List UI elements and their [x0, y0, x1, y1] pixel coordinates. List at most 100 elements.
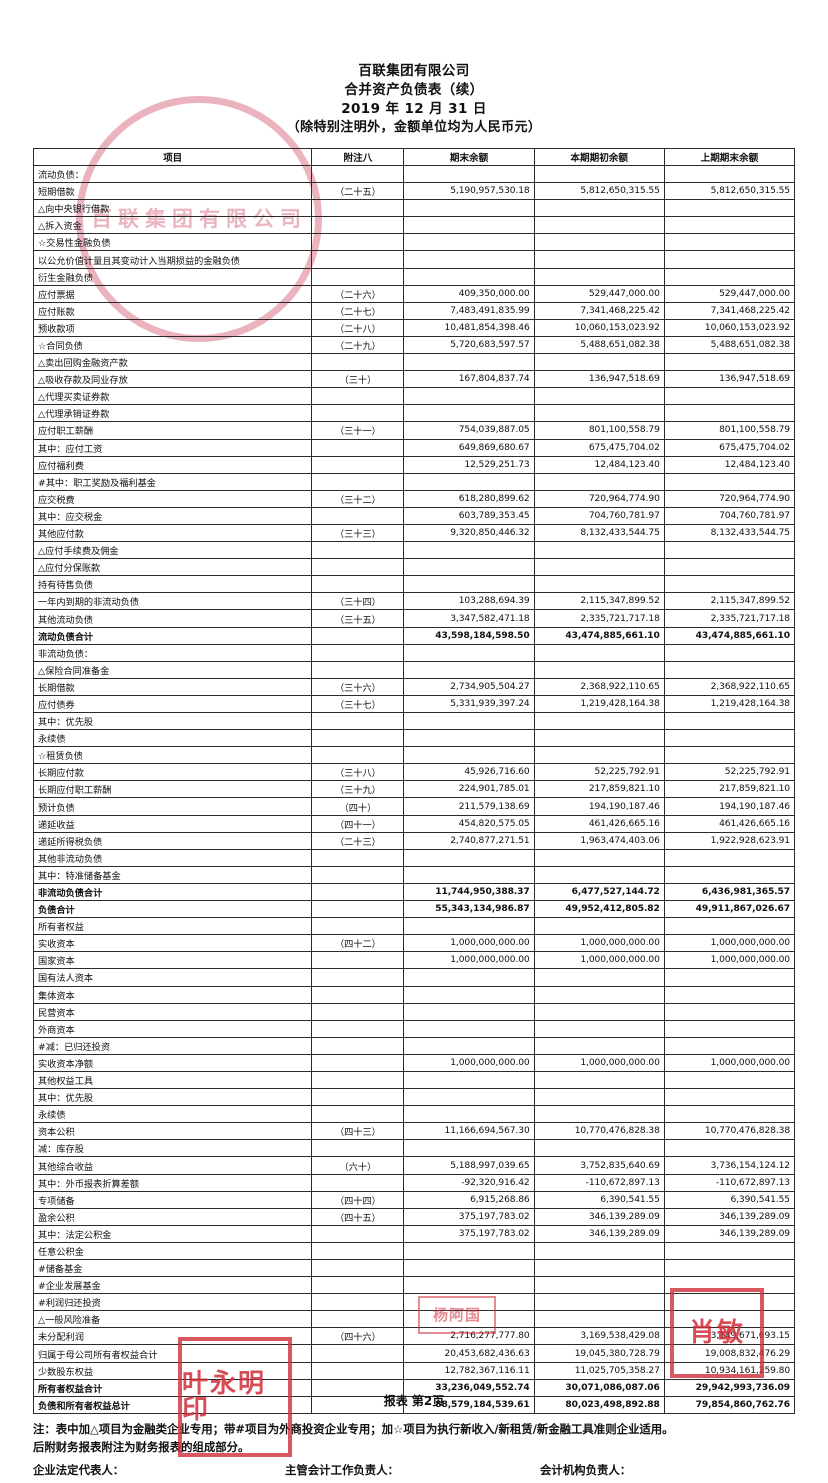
row-note-ref	[311, 746, 405, 765]
col-header-item: 项目	[32, 147, 313, 167]
row-item-label: △一般风险准备	[32, 1310, 313, 1329]
table-row: 其他非流动负债	[32, 848, 796, 867]
row-item-label: 长期应付职工薪酬	[32, 780, 313, 799]
row-item-label: 应交税费	[32, 489, 313, 508]
row-value-2	[533, 575, 665, 594]
row-value-2: 3,752,835,640.69	[533, 1156, 665, 1175]
row-value-3	[663, 917, 796, 936]
row-value-1: 88,579,184,539.61	[403, 1395, 535, 1414]
chief-accountant-seal: 杨阿国	[418, 1296, 496, 1334]
row-note-ref	[311, 353, 405, 372]
row-item-label: #其中：职工奖励及福利基金	[32, 472, 313, 491]
row-item-label: 永续债	[32, 729, 313, 748]
row-item-label: 以公允价值计量且其变动计入当期损益的金融负债	[32, 250, 313, 269]
row-item-label: 国有法人资本	[32, 968, 313, 987]
row-note-ref: （二十七）	[311, 301, 405, 320]
table-row: △应付手续费及佣金	[32, 541, 796, 560]
row-item-label: 其中：应付工资	[32, 438, 313, 457]
row-value-2	[533, 1241, 665, 1261]
row-value-1: 45,926,716.60	[403, 763, 535, 782]
row-value-2: 52,225,792.91	[533, 763, 665, 782]
row-value-1	[403, 216, 535, 235]
row-value-2: 136,947,518.69	[533, 370, 665, 389]
row-note-ref	[311, 865, 405, 884]
row-note-ref: （二十三）	[311, 831, 405, 850]
table-row: 所有者权益合计 33,236,049,552.74 30,071,086,087.0…	[32, 1378, 796, 1397]
row-value-3	[663, 1139, 796, 1158]
table-header-row: 项目 附注八 期末余额 本期期初余额 上期期末余额	[32, 147, 796, 167]
row-note-ref: （四十一）	[311, 814, 405, 833]
table-row: 预收款项 （二十八） 10,481,854,398.46 10,060,153,023…	[32, 318, 796, 337]
row-value-1: 211,579,138.69	[403, 797, 535, 816]
row-value-3: 6,436,981,365.57	[663, 882, 796, 902]
row-value-1: 103,288,694.39	[403, 592, 535, 611]
row-value-2: 1,219,428,164.38	[533, 694, 665, 714]
table-row: 衍生金融负债	[32, 267, 796, 286]
row-value-1: 5,190,957,530.18	[403, 182, 535, 201]
table-row: 流动负债合计 43,598,184,598.50 43,474,885,661.10…	[32, 626, 796, 645]
row-value-2	[533, 472, 665, 491]
row-value-1: 11,166,694,567.30	[403, 1122, 535, 1141]
row-note-ref: （三十四）	[311, 592, 405, 611]
row-value-3	[663, 968, 796, 987]
row-item-label: 其中：优先股	[32, 1088, 313, 1107]
row-item-label: 所有者权益	[32, 917, 313, 936]
table-row: 流动负债：	[32, 165, 796, 184]
row-value-1	[403, 917, 535, 936]
row-value-1	[403, 1241, 535, 1261]
row-value-2	[533, 404, 665, 423]
row-note-ref: （四十六）	[311, 1327, 405, 1346]
row-note-ref: （六十）	[311, 1156, 405, 1175]
col-header-note: 附注八	[311, 147, 405, 167]
row-value-3: 49,911,867,026.67	[663, 900, 796, 919]
row-item-label: 预计负债	[32, 797, 313, 816]
row-note-ref	[311, 558, 405, 577]
row-value-3: 217,859,821.10	[663, 780, 796, 799]
table-row: 其中：特准储备基金	[32, 865, 796, 884]
row-item-label: 短期借款	[32, 182, 313, 201]
row-value-1: 5,720,683,597.57	[403, 335, 535, 355]
table-row: 其中：优先股	[32, 712, 796, 731]
row-value-2	[533, 267, 665, 286]
row-item-label: △代理买卖证券款	[32, 387, 313, 406]
row-item-label: 应付福利费	[32, 455, 313, 474]
row-value-2	[533, 387, 665, 406]
row-note-ref	[311, 1036, 405, 1055]
note-line-2: 后附财务报表附注为财务报表的组成部分。	[33, 1439, 250, 1454]
table-row: ☆交易性金融负债	[32, 233, 796, 252]
row-value-1: 1,000,000,000.00	[403, 1053, 535, 1072]
row-item-label: 集体资本	[32, 985, 313, 1004]
row-value-3: 2,368,922,110.65	[663, 677, 796, 696]
row-item-label: 应付职工薪酬	[32, 421, 313, 440]
row-value-1: 5,188,997,039.65	[403, 1156, 535, 1175]
row-item-label: △应付手续费及佣金	[32, 541, 313, 560]
row-value-2	[533, 1036, 665, 1055]
row-item-label: 流动负债合计	[32, 626, 313, 645]
row-note-ref	[311, 165, 405, 184]
row-item-label: 外商资本	[32, 1019, 313, 1038]
row-item-label: 其中：优先股	[32, 712, 313, 731]
row-value-1: 409,350,000.00	[403, 284, 535, 303]
row-value-2: 80,023,498,892.88	[533, 1395, 665, 1414]
row-item-label: 其中：特准储备基金	[32, 865, 313, 884]
row-note-ref: （二十九）	[311, 335, 405, 355]
row-value-2	[533, 353, 665, 372]
row-value-2: 3,169,538,429.08	[533, 1327, 665, 1346]
row-value-1: 2,734,905,504.27	[403, 677, 535, 696]
row-value-1	[403, 541, 535, 560]
row-value-1: 7,483,491,835.99	[403, 301, 535, 320]
table-row: 其中：应交税金 603,789,353.45 704,760,781.97 704,7…	[32, 506, 796, 525]
row-value-3: 1,219,428,164.38	[663, 694, 796, 714]
row-item-label: △卖出回购金融资产款	[32, 353, 313, 372]
row-note-ref	[311, 233, 405, 252]
row-note-ref	[311, 1173, 405, 1192]
row-value-2: 6,477,527,144.72	[533, 882, 665, 902]
table-row: 专项储备 （四十四） 6,915,268.86 6,390,541.55 6,390,5…	[32, 1190, 796, 1209]
row-item-label: 衍生金融负债	[32, 267, 313, 286]
row-note-ref: （二十五）	[311, 182, 405, 201]
row-value-3: 346,139,289.09	[663, 1224, 796, 1243]
row-value-1	[403, 865, 535, 884]
row-item-label: 国家资本	[32, 951, 313, 970]
row-value-2	[533, 199, 665, 218]
row-item-label: 其中：外币报表折算差额	[32, 1173, 313, 1192]
